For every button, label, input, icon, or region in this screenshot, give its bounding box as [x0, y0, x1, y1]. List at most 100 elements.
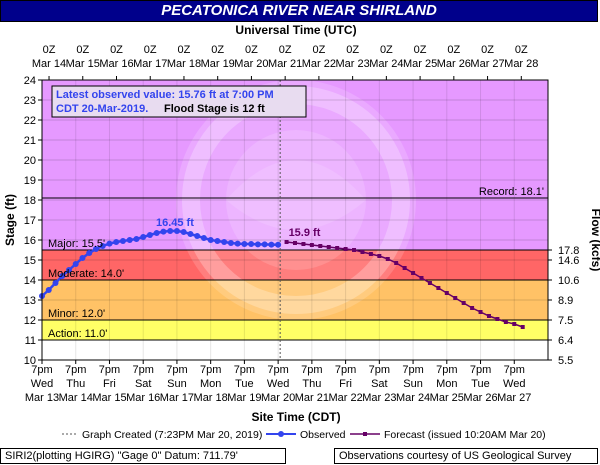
top-tick-label: 0Z: [76, 44, 89, 56]
bottom-tick-time: 7pm: [65, 364, 86, 376]
label-minor: Minor: 12.0': [48, 308, 105, 320]
band-moderate: [42, 250, 548, 280]
forecast-point: [343, 247, 348, 251]
forecast-point: [326, 245, 331, 249]
bottom-tick-time: 7pm: [200, 364, 221, 376]
y-axis-title: Stage (ft): [3, 194, 17, 246]
top-tick-label: 0Z: [110, 44, 123, 56]
forecast-point: [377, 254, 382, 258]
observed-point: [79, 255, 86, 261]
legend-forecast-marker: [363, 432, 367, 436]
forecast-point: [503, 320, 508, 324]
y-tick-label: 20: [24, 155, 36, 167]
forecast-point: [411, 271, 416, 275]
y-tick-label: 12: [24, 315, 36, 327]
bottom-tick-date: Mar 20: [261, 392, 295, 404]
forecast-point: [309, 243, 314, 247]
observed-point: [200, 235, 207, 241]
info-box-line2b: Flood Stage is 12 ft: [164, 103, 265, 115]
bottom-tick-day: Mon: [200, 378, 221, 390]
forecast-point: [436, 286, 441, 290]
observed-point: [194, 233, 201, 239]
bottom-tick-day: Tue: [235, 378, 254, 390]
bottom-tick-date: Mar 14: [59, 392, 93, 404]
bottom-tick-time: 7pm: [470, 364, 491, 376]
bottom-tick-time: 7pm: [301, 364, 322, 376]
observed-point: [160, 228, 167, 235]
forecast-point: [478, 310, 483, 314]
band-normal: [42, 340, 548, 360]
observed-point: [59, 273, 66, 279]
top-tick-label: 0Z: [380, 44, 393, 56]
bottom-tick-date: Mar 26: [463, 392, 497, 404]
forecast-point: [368, 252, 373, 256]
right-tick-label: 8.9: [558, 295, 573, 307]
observed-peak-label: 16.45 ft: [156, 217, 194, 229]
info-box: Latest observed value: 15.76 ft at 7:00 …: [51, 85, 307, 118]
top-tick-label: 0Z: [447, 44, 460, 56]
bottom-tick-time: 7pm: [504, 364, 525, 376]
bottom-tick-time: 7pm: [335, 364, 356, 376]
observed-point: [113, 239, 120, 245]
bottom-tick-day: Wed: [267, 378, 289, 390]
bottom-tick-day: Mon: [436, 378, 457, 390]
top-tick-date: Mar 21: [268, 58, 302, 70]
top-tick-label: 0Z: [481, 44, 494, 56]
bottom-tick-date: Mar 15: [92, 392, 126, 404]
observed-point: [133, 236, 140, 242]
top-tick-label: 0Z: [43, 44, 56, 56]
forecast-point: [520, 325, 525, 329]
observed-point: [167, 228, 174, 234]
y-tick-label: 21: [24, 135, 36, 147]
y-tick-label: 19: [24, 175, 36, 187]
observed-point: [86, 250, 93, 256]
bottom-tick-date: Mar 13: [25, 392, 59, 404]
bottom-tick-day: Sat: [371, 378, 388, 390]
stage-labels: Action: 11.0' Minor: 12.0' Moderate: 14.0'…: [48, 186, 544, 340]
y-tick-label: 18: [24, 195, 36, 207]
observed-point: [106, 240, 113, 247]
top-tick-label: 0Z: [346, 44, 359, 56]
legend-observed-marker: [278, 431, 284, 437]
bottom-tick-time: 7pm: [234, 364, 255, 376]
record-label: Record: 18.1': [479, 186, 544, 198]
observed-point: [187, 231, 194, 237]
legend-observed: Observed: [300, 429, 346, 441]
y-tick-label: 17: [24, 215, 36, 227]
bottom-tick-date: Mar 22: [328, 392, 362, 404]
right-axis-title: Flow (kcfs): [589, 209, 600, 272]
top-tick-date: Mar 17: [133, 58, 167, 70]
legend-forecast: Forecast (issued 10:20AM Mar 20): [384, 429, 546, 441]
top-tick-date: Mar 15: [66, 58, 100, 70]
bottom-tick-date: Mar 21: [295, 392, 329, 404]
observed-point: [65, 267, 72, 273]
label-major: Major: 15.5': [48, 238, 105, 250]
flood-bands: [42, 80, 548, 360]
band-action: [42, 320, 548, 340]
observed-point: [146, 232, 153, 238]
observed-point: [241, 241, 248, 247]
series-lines: [39, 228, 525, 329]
forecast-point: [385, 257, 390, 261]
observed-point: [180, 229, 187, 235]
bottom-tick-date: Mar 19: [227, 392, 261, 404]
right-tick-label: 17.8: [558, 245, 579, 257]
legend-graph-created: Graph Created (7:23PM Mar 20, 2019): [82, 429, 262, 441]
axis-titles: Universal Time (UTC) Site Time (CDT) Sta…: [3, 23, 600, 424]
observed-point: [126, 237, 133, 243]
bottom-tick-time: 7pm: [99, 364, 120, 376]
bottom-tick-time: 7pm: [132, 364, 153, 376]
forecast-point: [470, 306, 475, 310]
top-tick-date: Mar 27: [470, 58, 504, 70]
observed-point: [99, 243, 106, 249]
right-tick-label: 7.5: [558, 315, 573, 327]
info-box-line2a: CDT 20-Mar-2019.: [56, 103, 148, 115]
bottom-tick-date: Mar 17: [160, 392, 194, 404]
observed-point: [173, 228, 180, 234]
bottom-tick-day: Sun: [403, 378, 423, 390]
forecast-point: [512, 322, 517, 326]
forecast-point: [293, 241, 297, 245]
top-tick-date: Mar 26: [437, 58, 471, 70]
observed-point: [119, 238, 126, 244]
y-tick-label: 22: [24, 115, 36, 127]
